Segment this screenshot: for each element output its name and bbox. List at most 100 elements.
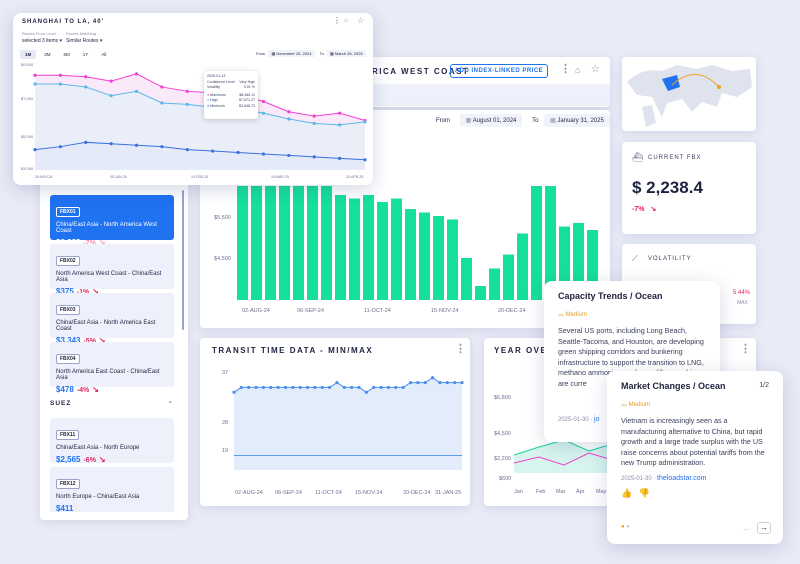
x-tick-label: 31-JAN-25	[435, 490, 461, 496]
y-tick-label: $7,000	[21, 96, 34, 101]
point-Minimum	[363, 158, 367, 162]
point-High	[84, 85, 88, 89]
svg-text:May: May	[596, 489, 607, 495]
x-tick-label: 06-SEP-24	[297, 308, 324, 314]
range-tab-1m[interactable]: 1M	[20, 50, 37, 59]
point-Maximum	[160, 85, 164, 89]
volatility-value: 0.01 %	[243, 85, 255, 89]
transit-point	[364, 390, 368, 394]
point-Maximum	[33, 73, 37, 77]
from-date-input[interactable]: ▦ December 25, 2024	[268, 50, 315, 57]
lane-item[interactable]: FBX04 North America East Coast - China/E…	[50, 342, 174, 394]
news-card-market[interactable]: Market Changes / Ocean 1/2 ︽ Medium Viet…	[607, 371, 783, 544]
lane-name: China/East Asia - North America West Coa…	[56, 222, 157, 234]
range-tab-1y[interactable]: 1Y	[82, 52, 89, 57]
news-source-link[interactable]: theloadstar.com	[657, 474, 707, 482]
transit-title: TRANSIT TIME DATA - MIN/MAX	[212, 346, 374, 355]
lane-name: North Europe - China/East Asia	[56, 494, 140, 500]
bar	[545, 186, 556, 300]
star-icon[interactable]: ☆	[591, 64, 600, 75]
point-Maximum	[287, 110, 291, 114]
range-tab-all[interactable]: All	[101, 52, 107, 57]
suez-section-header[interactable]: SUEZ ⌃	[50, 400, 174, 408]
arrow-down-icon: ↘	[92, 287, 99, 296]
point-Minimum	[338, 156, 342, 160]
bar	[405, 209, 416, 300]
line-Maximum	[35, 73, 366, 121]
star-icon[interactable]: ☆	[357, 16, 365, 25]
map-card	[622, 57, 756, 131]
thumbs-down-icon[interactable]: 👎	[638, 487, 650, 498]
x-tick-label: 10-FEB-25	[191, 175, 208, 179]
confidence-label: Confidence Level	[207, 79, 235, 84]
pager-dot-active[interactable]: ●	[621, 524, 625, 530]
routes-matching-select[interactable]: Routes Matching Similar Routes ▾	[66, 31, 102, 44]
lane-item[interactable]: FBX03 China/East Asia - North America Ea…	[50, 293, 174, 345]
transit-point	[379, 385, 383, 390]
date-range-filter: From ▦ August 01, 2024 To ▦ January 31, …	[436, 114, 610, 127]
thumbs-up-icon[interactable]: 👍	[621, 487, 633, 498]
page-title: RICA WEST COAST	[372, 67, 470, 76]
transit-point	[261, 385, 266, 390]
chevron-up-icon: ⌃	[167, 401, 174, 408]
transit-point	[445, 380, 449, 385]
transit-point	[357, 385, 361, 390]
route-level-select[interactable]: Routes From Level selected 3 items ▾	[22, 31, 62, 44]
bar	[447, 219, 458, 300]
bar	[489, 268, 500, 300]
more-options-icon[interactable]: ⋮	[455, 343, 466, 355]
transit-point	[313, 385, 317, 390]
bar	[307, 186, 318, 300]
lane-item[interactable]: FBX12 North Europe - China/East Asia $41…	[50, 467, 174, 513]
transit-point	[232, 390, 236, 394]
bar	[517, 233, 528, 300]
to-date-input[interactable]: ▦ January 31, 2025	[544, 114, 610, 127]
lane-item[interactable]: FBX11 China/East Asia - North Europe $2,…	[50, 418, 174, 464]
more-options-icon[interactable]: ⋮	[560, 63, 571, 75]
news-title: Capacity Trends / Ocean	[558, 291, 663, 301]
share-icon[interactable]: ⌂	[344, 17, 349, 24]
share-icon[interactable]: ⌂	[575, 65, 581, 75]
lane-item[interactable]: FBX01 China/East Asia - North America We…	[50, 195, 174, 247]
tooltip-series-name: Minimum	[210, 103, 225, 108]
world-map	[627, 65, 752, 127]
arrow-down-icon: ↘	[98, 238, 106, 247]
x-tick-label: 15-NOV-24	[431, 308, 459, 314]
transit-point	[372, 385, 376, 390]
point-Minimum	[160, 145, 164, 149]
add-index-linked-price-button[interactable]: ADD INDEX-LINKED PRICE	[450, 64, 548, 78]
svg-text:Feb: Feb	[536, 489, 545, 495]
volatility-value: 5.44%	[733, 290, 751, 296]
transit-point	[416, 380, 420, 385]
bar	[265, 186, 276, 300]
y-tick-label: 28	[222, 420, 228, 426]
transit-point	[239, 385, 243, 390]
more-options-icon[interactable]: ⋮	[333, 16, 341, 25]
range-tab-3m[interactable]: 3M	[44, 52, 51, 57]
point-Maximum	[312, 114, 316, 118]
prev-arrow-icon[interactable]: ←	[742, 523, 751, 533]
lane-item[interactable]: FBX02 North America West Coast - China/E…	[50, 244, 174, 296]
tooltip-series-name: High	[210, 98, 218, 102]
x-tick-label: 15-MAR-25	[271, 175, 289, 179]
range-tab-6m[interactable]: 6M	[63, 52, 70, 57]
bar	[461, 258, 472, 300]
current-fbx-card	[622, 142, 756, 234]
pager-dot[interactable]: ●	[626, 524, 630, 530]
lane-code: FBX02	[56, 256, 80, 266]
to-date-input[interactable]: ▦ March 26, 2025	[326, 50, 366, 57]
bar	[559, 226, 570, 300]
lane-code: FBX01	[56, 207, 80, 217]
more-options-icon[interactable]: ⋮	[740, 343, 751, 355]
next-arrow-icon[interactable]: →	[757, 522, 771, 534]
volatility-max: MAX	[737, 300, 748, 306]
from-date-input[interactable]: ▦ August 01, 2024	[459, 114, 523, 127]
lane-name: China/East Asia - North Europe	[56, 445, 140, 451]
chevron-down-icon: ▾	[59, 38, 63, 44]
lanes-scrollbar[interactable]	[182, 190, 184, 330]
tooltip-series-value: $7,671.27	[239, 98, 255, 102]
from-label: From	[436, 118, 450, 124]
routes-matching-value: Similar Routes	[66, 38, 99, 44]
news-source-link[interactable]: jo	[594, 416, 600, 423]
overlay-date-range: From ▦ December 25, 2024 To ▦ March 26, …	[256, 50, 366, 57]
